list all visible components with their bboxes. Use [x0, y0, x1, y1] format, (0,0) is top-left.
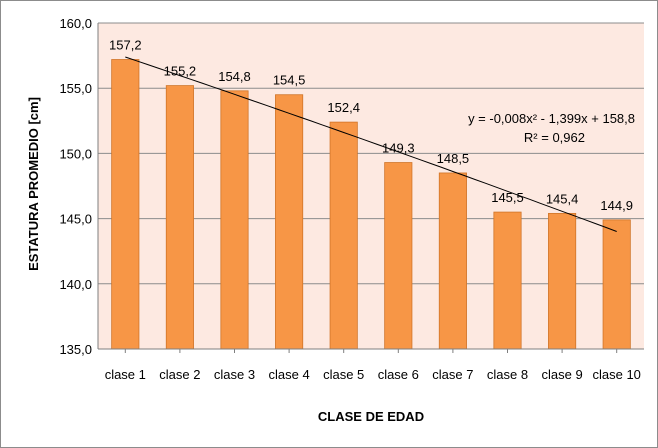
tick-labels: 135,0 140,0 145,0 150,0 155,0 160,0 clase 1 cla… [59, 16, 640, 382]
data-label: 144,9 [600, 198, 633, 213]
y-tick-label: 155,0 [59, 81, 92, 96]
y-tick-label: 160,0 [59, 16, 92, 31]
data-label: 152,4 [327, 100, 360, 115]
trendline [125, 56, 617, 232]
bars [111, 59, 631, 350]
x-tick-label: clase 6 [378, 367, 419, 382]
trendline-r-squared: R² = 0,962 [524, 130, 585, 145]
data-label: 154,5 [273, 73, 306, 88]
bar [329, 121, 358, 350]
axes [97, 23, 644, 353]
x-tick-label: clase 3 [214, 367, 255, 382]
x-tick-label: clase 5 [323, 367, 364, 382]
bar [165, 85, 194, 350]
data-label: 148,5 [437, 151, 470, 166]
x-tick-label: clase 4 [268, 367, 309, 382]
y-axis-title: ESTATURA PROMEDIO [cm] [26, 97, 41, 271]
bar [220, 90, 249, 350]
trendline-equation: y = -0,008x² - 1,399x + 158,8 [468, 111, 635, 126]
y-tick-label: 140,0 [59, 277, 92, 292]
x-tick-label: clase 10 [592, 367, 640, 382]
data-labels: 157,2 155,2 154,8 154,5 152,4 149,3 148,5 145,5… [109, 38, 633, 213]
y-tick-label: 145,0 [59, 212, 92, 227]
y-tick-label: 150,0 [59, 146, 92, 161]
x-tick-label: clase 9 [541, 367, 582, 382]
bar [602, 219, 631, 350]
data-label: 154,8 [218, 69, 251, 84]
y-tick-label: 135,0 [59, 342, 92, 357]
bar [438, 172, 467, 350]
bar [275, 94, 304, 350]
bar [548, 212, 577, 350]
bar [384, 162, 413, 350]
data-label: 155,2 [164, 64, 197, 79]
x-tick-label: clase 2 [159, 367, 200, 382]
bar [493, 211, 522, 350]
data-label: 145,5 [491, 190, 524, 205]
data-label: 145,4 [546, 191, 579, 206]
x-tick-label: clase 7 [432, 367, 473, 382]
x-tick-label: clase 1 [105, 367, 146, 382]
x-tick-label: clase 8 [487, 367, 528, 382]
data-label: 157,2 [109, 38, 142, 53]
x-axis-title: CLASE DE EDAD [318, 409, 424, 424]
bar [111, 59, 140, 350]
data-label: 149,3 [382, 141, 415, 156]
